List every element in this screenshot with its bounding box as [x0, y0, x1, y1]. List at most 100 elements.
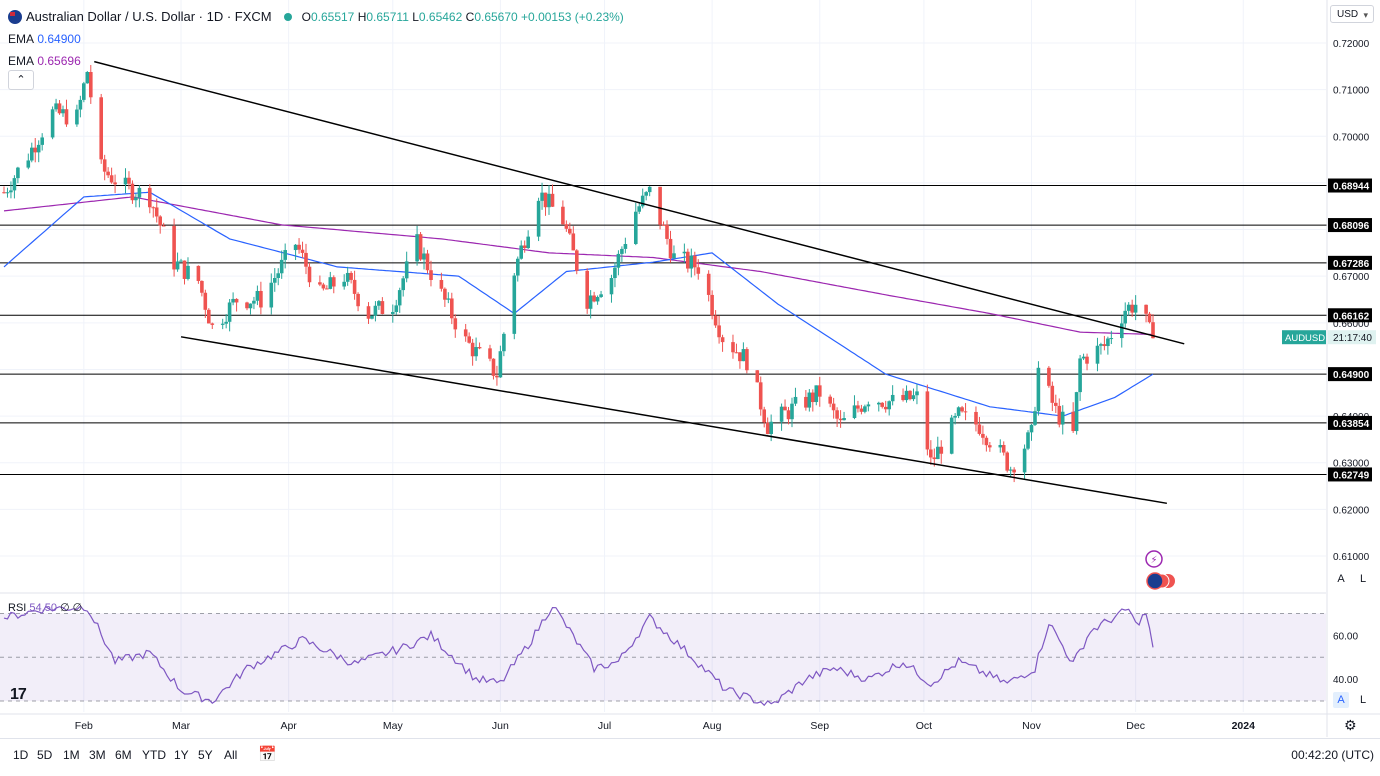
level-tag — [1328, 218, 1372, 233]
currency-button[interactable]: USD ▾ — [1330, 5, 1374, 23]
candle-body — [1102, 344, 1107, 347]
candle-body — [1078, 358, 1082, 393]
candle-body — [856, 405, 860, 409]
candle-body — [814, 385, 819, 403]
time-tick-label: May — [383, 720, 404, 732]
candle-body — [203, 292, 208, 310]
candle-body — [123, 177, 128, 185]
candle-body — [974, 411, 978, 425]
candle-body — [283, 250, 287, 260]
candle-body — [488, 348, 492, 359]
ema-legend-1[interactable]: EMA 0.64900 — [8, 32, 81, 46]
price-auto-button[interactable]: A — [1337, 573, 1345, 585]
candle-body — [672, 253, 676, 259]
timeframe-1y[interactable]: 1Y — [174, 748, 189, 762]
level-tag — [1328, 178, 1372, 193]
candle-body — [491, 358, 496, 376]
timeframe-5y[interactable]: 5Y — [198, 748, 213, 762]
rsi-log-button[interactable]: L — [1359, 694, 1367, 706]
candle-body — [36, 144, 41, 153]
candle-body — [102, 159, 107, 172]
candle-body — [502, 333, 506, 352]
candle-body — [689, 255, 694, 269]
rsi-auto-button[interactable]: A — [1333, 692, 1349, 708]
candle-body — [418, 234, 423, 260]
candle-body — [450, 298, 454, 319]
candle-body — [831, 403, 836, 411]
event-lightning-icon[interactable] — [1145, 550, 1163, 568]
candle-body — [720, 337, 725, 343]
candle-body — [1005, 452, 1009, 471]
candle-body — [352, 279, 357, 294]
time-tick-label: Oct — [916, 720, 932, 732]
level-tag — [1328, 255, 1372, 270]
timeframe-6m[interactable]: 6M — [115, 748, 132, 762]
collapse-legend-button[interactable]: ⌃ — [8, 70, 34, 90]
timeframe-5d[interactable]: 5D — [37, 748, 53, 762]
candle-body — [220, 323, 225, 325]
price-tick-label: 0.66000 — [1333, 319, 1370, 330]
candle-body — [637, 206, 641, 212]
candle-body — [1151, 322, 1155, 339]
timeframe-all[interactable]: All — [224, 748, 238, 762]
time-tick-label: Sep — [810, 720, 829, 732]
candle-body — [811, 392, 815, 403]
candle-body — [377, 301, 381, 306]
price-tick-label: 0.72000 — [1333, 39, 1370, 50]
candle-body — [953, 415, 957, 418]
candle-body — [16, 167, 20, 179]
candle-body — [404, 261, 409, 279]
date-range-calendar-icon[interactable]: 📅 — [258, 746, 277, 763]
candle-body — [745, 349, 749, 371]
candle-body — [57, 103, 62, 114]
candle-body — [422, 253, 426, 260]
rsi-legend[interactable]: RSI 54.50 ∅ ∅ — [8, 602, 83, 614]
candle-body — [568, 228, 572, 234]
settings-gear-icon[interactable]: ⚙ — [1344, 717, 1357, 733]
timeframe-ytd[interactable]: YTD — [142, 748, 166, 762]
candle-body — [64, 109, 69, 125]
candle-body — [12, 178, 17, 191]
ema-legend-2[interactable]: EMA 0.65696 — [8, 54, 81, 68]
timeframe-1d[interactable]: 1D — [13, 748, 29, 762]
candle-body — [949, 417, 954, 454]
level-tag-label: 0.64900 — [1333, 370, 1370, 381]
candle-body — [734, 352, 739, 354]
event-markers[interactable]: ⚡ — [1145, 550, 1175, 590]
timeframe-1m[interactable]: 1M — [63, 748, 80, 762]
ema2-value: 0.65696 — [37, 54, 81, 68]
candle-body — [887, 401, 891, 410]
level-tag — [1328, 308, 1372, 323]
candle-body — [1001, 444, 1006, 453]
countdown-label: 21:17:40 — [1333, 333, 1372, 344]
chevron-down-icon: ▾ — [1363, 10, 1368, 20]
candle-body — [161, 225, 166, 227]
symbol-title[interactable]: Australian Dollar / U.S. Dollar · 1D · F… — [26, 9, 272, 24]
candle-body — [835, 410, 839, 419]
candle-body — [765, 422, 770, 434]
candle-body — [113, 182, 117, 185]
candle-body — [134, 197, 138, 201]
bottom-toolbar: 1D 5D 1M 3M 6M YTD 1Y 5Y All 📅 00:42:20 … — [0, 738, 1380, 773]
candle-body — [307, 266, 312, 283]
candle-body — [186, 265, 190, 279]
candle-body — [741, 349, 746, 362]
candle-body — [1012, 469, 1016, 473]
candle-body — [880, 402, 884, 407]
candle-body — [1095, 345, 1100, 364]
rsi-value: 54.50 — [29, 602, 57, 614]
candle-body — [297, 244, 301, 250]
candle-body — [321, 284, 326, 289]
candle-body — [620, 248, 624, 254]
price-log-button[interactable]: L — [1359, 573, 1367, 585]
tradingview-logo[interactable]: 17 — [10, 686, 27, 703]
price-tick-label: 0.71000 — [1333, 86, 1370, 97]
utc-clock[interactable]: 00:42:20 (UTC) — [1291, 748, 1374, 762]
timeframe-3m[interactable]: 3M — [89, 748, 106, 762]
candle-body — [640, 195, 645, 207]
candle-body — [512, 275, 517, 334]
event-flag-icon-1[interactable] — [1146, 572, 1164, 590]
candle-body — [616, 253, 621, 268]
candle-body — [273, 277, 277, 283]
